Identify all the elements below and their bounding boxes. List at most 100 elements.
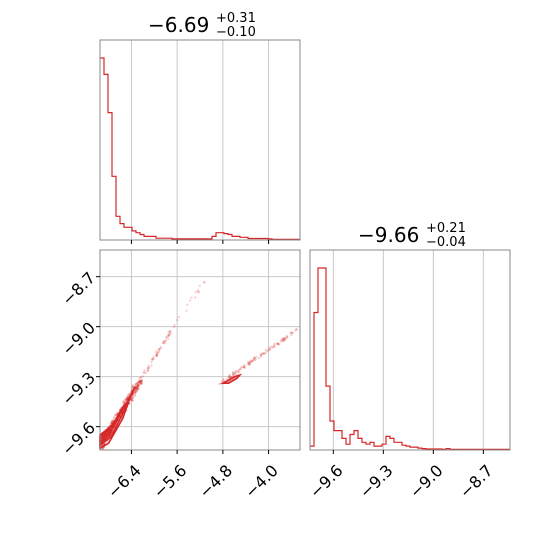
scatter-point bbox=[148, 366, 151, 369]
scatter-point bbox=[227, 376, 231, 380]
scatter-point bbox=[146, 369, 149, 372]
scatter-point bbox=[154, 354, 158, 358]
scatter-point bbox=[138, 377, 141, 380]
scatter-point bbox=[169, 329, 172, 333]
hist2-xtick-label-2: −9.0 bbox=[406, 461, 447, 502]
scatter-point bbox=[267, 348, 270, 351]
scatter-point bbox=[273, 345, 276, 349]
scatter-point bbox=[284, 338, 288, 341]
scatter-point bbox=[137, 384, 140, 387]
scatter-xtick-label-2: −4.8 bbox=[195, 461, 236, 502]
scatter-point bbox=[251, 359, 254, 362]
scatter-point bbox=[253, 358, 256, 362]
scatter-point bbox=[234, 371, 237, 374]
scatter-point bbox=[141, 375, 145, 378]
scatter-point bbox=[167, 333, 170, 336]
scatter-point bbox=[282, 338, 285, 341]
scatter-point bbox=[146, 368, 150, 371]
scatter-point bbox=[122, 400, 125, 403]
scatter-point bbox=[276, 342, 280, 346]
scatter-point bbox=[163, 341, 166, 345]
scatter-point bbox=[247, 360, 250, 364]
scatter-point bbox=[169, 330, 172, 333]
scatter-point bbox=[136, 384, 140, 387]
scatter-point bbox=[135, 390, 138, 393]
hist1-frame bbox=[99, 39, 301, 241]
scatter-ticks: −6.4 −5.6 −4.8 −4.0 −8.7 −9.0 −9.3 −9.6 bbox=[58, 268, 282, 502]
scatter-point bbox=[126, 395, 129, 399]
scatter-point bbox=[243, 365, 246, 368]
scatter-point bbox=[269, 347, 272, 351]
scatter-point bbox=[134, 383, 137, 386]
scatter-point bbox=[157, 350, 161, 353]
scatter-point bbox=[133, 390, 137, 393]
hist1-title-plus: +0.31 bbox=[216, 11, 256, 26]
hist1-ticks bbox=[130, 240, 270, 244]
scatter-point bbox=[273, 343, 276, 347]
scatter-point bbox=[167, 330, 170, 333]
scatter-point bbox=[196, 289, 199, 292]
hist1-title-minus: −0.10 bbox=[216, 25, 256, 40]
scatter-point bbox=[264, 348, 267, 351]
scatter-point bbox=[131, 399, 134, 402]
scatter-point bbox=[242, 365, 246, 368]
scatter-point bbox=[165, 336, 168, 339]
scatter-point bbox=[135, 388, 138, 391]
scatter-point bbox=[156, 353, 159, 356]
scatter-point bbox=[236, 371, 240, 374]
scatter-point bbox=[140, 382, 143, 385]
scatter-point bbox=[294, 329, 297, 332]
scatter-point bbox=[134, 384, 137, 387]
scatter-contour-3 bbox=[220, 373, 243, 385]
scatter-point bbox=[233, 371, 236, 374]
scatter-point bbox=[248, 362, 252, 366]
scatter-point bbox=[238, 370, 241, 373]
scatter-xtick-label-0: −6.4 bbox=[104, 461, 145, 502]
scatter-point bbox=[254, 358, 257, 361]
scatter-point bbox=[101, 447, 105, 450]
hist2-frame bbox=[309, 249, 511, 451]
scatter-point bbox=[273, 342, 276, 345]
scatter-point bbox=[150, 358, 154, 361]
hist2-histogram-line bbox=[310, 267, 510, 450]
scatter-point bbox=[138, 380, 142, 383]
scatter-point bbox=[176, 318, 179, 322]
scatter-point bbox=[186, 303, 189, 306]
scatter-point bbox=[232, 372, 235, 376]
scatter-point bbox=[169, 332, 172, 335]
scatter-ytick-label-3: −9.6 bbox=[58, 418, 99, 459]
scatter-point bbox=[290, 333, 293, 337]
scatter-point bbox=[164, 339, 168, 342]
scatter-point bbox=[269, 345, 272, 348]
scatter-point bbox=[202, 280, 205, 284]
scatter-point bbox=[151, 357, 155, 361]
scatter-point bbox=[131, 396, 135, 399]
scatter-point bbox=[222, 379, 225, 382]
hist2-ticks: −9.6 −9.3 −9.0 −8.7 bbox=[306, 450, 497, 502]
scatter-grid bbox=[100, 250, 300, 450]
scatter-point bbox=[162, 340, 166, 343]
scatter-point bbox=[221, 380, 224, 383]
scatter-point bbox=[286, 335, 289, 339]
scatter-point bbox=[295, 328, 299, 331]
scatter-ytick-label-1: −9.0 bbox=[58, 318, 99, 359]
scatter-contours bbox=[99, 373, 243, 450]
scatter-point bbox=[228, 375, 231, 378]
scatter-point bbox=[133, 391, 136, 395]
scatter-point bbox=[295, 328, 298, 331]
scatter-point bbox=[252, 357, 256, 361]
scatter-point bbox=[247, 363, 250, 366]
scatter-point bbox=[228, 374, 231, 377]
scatter-point bbox=[172, 325, 176, 329]
scatter-point bbox=[159, 346, 162, 350]
scatter-point bbox=[123, 401, 127, 404]
scatter-point bbox=[143, 371, 146, 374]
scatter-point bbox=[150, 360, 153, 364]
scatter-point bbox=[135, 385, 138, 389]
scatter-point bbox=[234, 372, 238, 376]
scatter-point bbox=[135, 382, 138, 385]
scatter-point bbox=[168, 331, 171, 334]
scatter-point bbox=[156, 351, 159, 354]
scatter-point bbox=[140, 379, 143, 382]
